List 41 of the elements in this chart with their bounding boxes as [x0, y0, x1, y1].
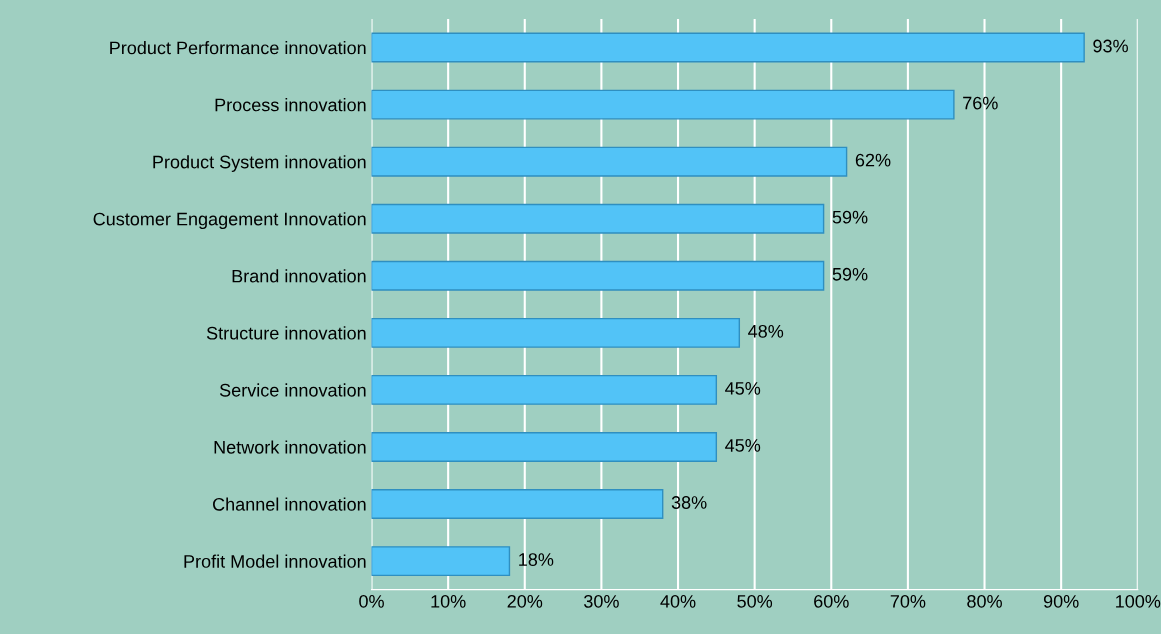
y-tick-label: Product System innovation	[153, 155, 366, 172]
data-label: 76%	[963, 96, 998, 110]
data-label: 38%	[671, 496, 707, 509]
x-tick-label: 80%	[967, 594, 1002, 608]
bar	[371, 89, 955, 120]
x-tick-label: 70%	[890, 594, 926, 608]
y-tick-label: Channel innovation	[212, 497, 366, 511]
y-tick-label: Profit Model innovation	[184, 554, 366, 568]
data-label: 48%	[748, 324, 784, 338]
x-tick-label: 0%	[359, 594, 384, 608]
data-label: 45%	[725, 382, 761, 395]
x-tick-label: 10%	[431, 594, 466, 608]
x-tick-label: 30%	[584, 594, 619, 608]
bar	[371, 546, 511, 577]
data-label: 59%	[832, 267, 868, 281]
bar	[371, 489, 664, 519]
bar	[371, 374, 718, 405]
bar	[371, 317, 741, 348]
y-tick-label: Customer Engagement Innovation	[93, 212, 366, 230]
bar	[371, 260, 825, 291]
y-tick-label: Service innovation	[219, 383, 366, 397]
x-tick-label: 90%	[1043, 594, 1079, 608]
data-label: 18%	[519, 553, 554, 566]
bar	[371, 146, 848, 177]
data-label: 93%	[1093, 39, 1128, 53]
y-tick-label: Structure innovation	[206, 326, 366, 340]
data-label: 59%	[832, 210, 868, 224]
y-tick-label: Process innovation	[215, 98, 366, 112]
x-tick-label: 50%	[737, 594, 773, 608]
x-tick-label: 20%	[507, 594, 543, 608]
x-tick-label: 40%	[660, 594, 696, 608]
data-label: 62%	[855, 153, 891, 167]
data-label: 45%	[725, 439, 761, 452]
x-tick-label: 60%	[814, 594, 849, 608]
y-tick-label: Brand innovation	[232, 269, 366, 283]
bar	[371, 32, 1085, 63]
y-tick-label: Network innovation	[214, 440, 366, 454]
x-tick-label: 100%	[1116, 594, 1161, 608]
bar	[371, 203, 825, 234]
bar	[371, 432, 718, 462]
y-tick-label: Product Performance innovation	[110, 41, 366, 55]
